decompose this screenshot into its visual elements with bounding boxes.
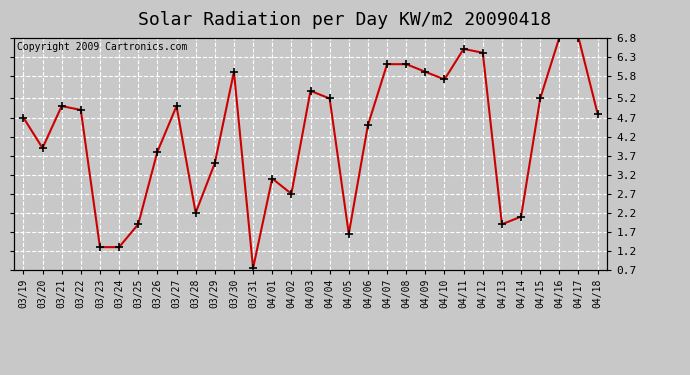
Text: Copyright 2009 Cartronics.com: Copyright 2009 Cartronics.com [17, 42, 187, 52]
Text: Solar Radiation per Day KW/m2 20090418: Solar Radiation per Day KW/m2 20090418 [139, 11, 551, 29]
